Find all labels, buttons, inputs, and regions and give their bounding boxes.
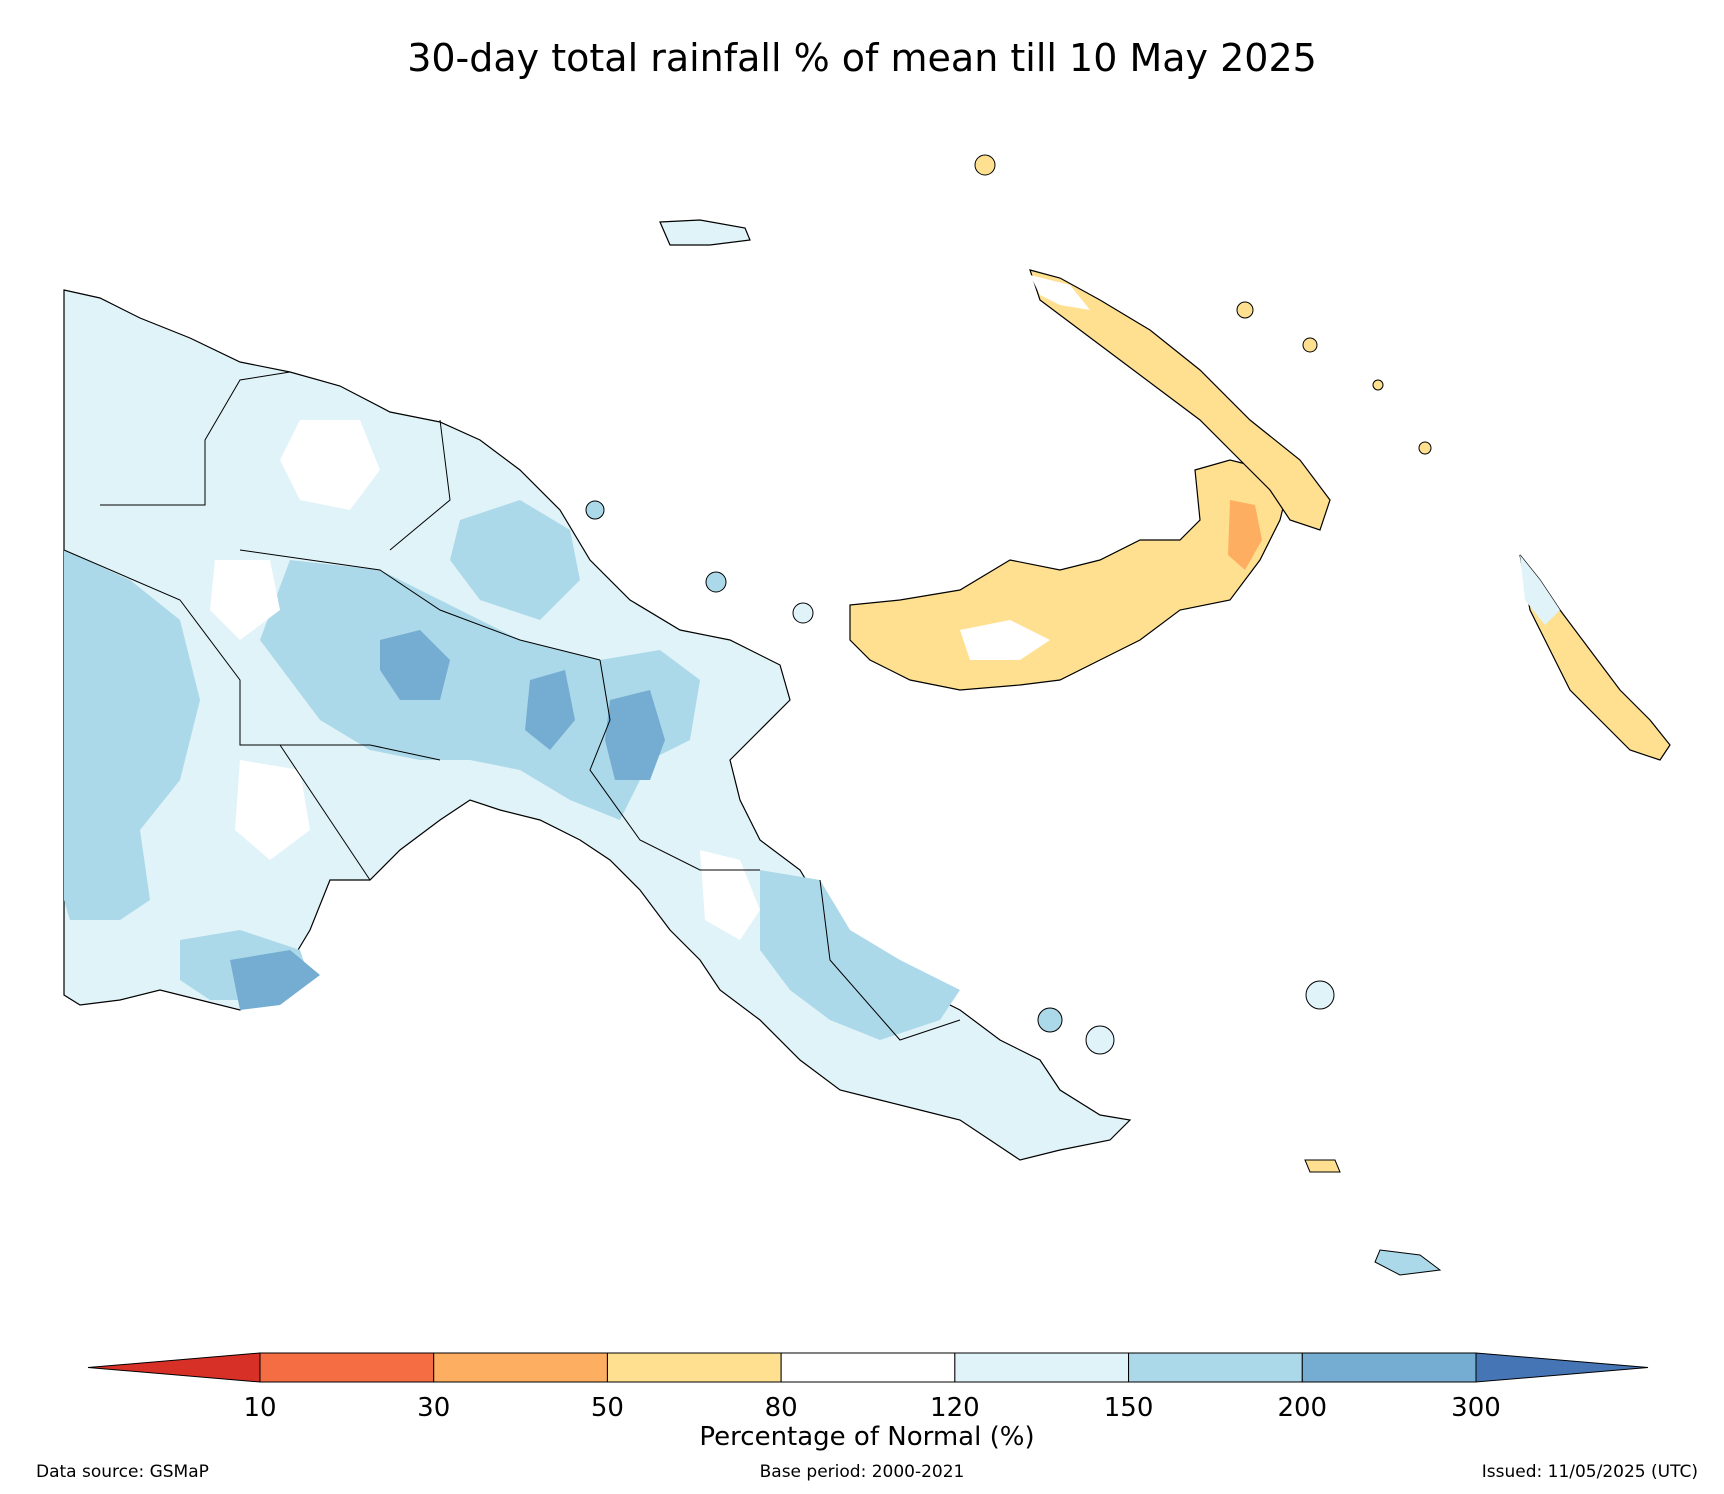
new-ireland-white-zone <box>1030 275 1090 310</box>
manus-island <box>659 219 751 246</box>
new-britain-30-50-zone <box>1228 500 1262 570</box>
colorbar-tick-label: 300 <box>1451 1393 1501 1423</box>
umboi-island <box>792 602 814 624</box>
colorbar-bin <box>954 1352 1130 1383</box>
bougainville-north-zone <box>1520 555 1560 625</box>
colorbar <box>87 1352 1649 1383</box>
sudest-island <box>1304 1159 1341 1173</box>
colorbar-tick-label: 80 <box>765 1393 798 1423</box>
goodenough-island <box>1037 1007 1063 1033</box>
new-britain-white-zone <box>960 620 1050 660</box>
colorbar-bin <box>259 1352 435 1383</box>
zone-150-200-west <box>64 550 200 920</box>
lihir-island <box>1236 301 1254 319</box>
zone-80-120-d <box>235 760 310 860</box>
zone-150-200-east <box>760 870 960 1040</box>
colorbar-bin <box>606 1352 782 1383</box>
colorbar-ticks: 10 30 50 80 120 150 200 300 <box>243 1393 1500 1423</box>
colorbar-label: Percentage of Normal (%) <box>699 1422 1034 1452</box>
colorbar-extension-high <box>1475 1352 1649 1383</box>
zone-200-300-a <box>380 630 450 700</box>
colorbar-bin <box>1301 1352 1477 1383</box>
karkar-island <box>585 500 605 520</box>
zone-200-300-b <box>605 690 665 780</box>
new-britain-island <box>849 459 1291 691</box>
colorbar-tick-label: 10 <box>243 1393 276 1423</box>
tabar-island <box>1302 337 1318 353</box>
feni-island <box>1418 441 1432 455</box>
zone-200-300-c <box>525 670 575 750</box>
base-period: Base period: 2000-2021 <box>759 1462 965 1482</box>
new-ireland-island <box>1029 269 1331 531</box>
colorbar-tick-label: 30 <box>417 1393 450 1423</box>
colorbar-tick-label: 50 <box>591 1393 624 1423</box>
rossel-island <box>1374 1249 1442 1276</box>
map-title: 30-day total rainfall % of mean till 10 … <box>407 36 1317 80</box>
colorbar-tick-label: 150 <box>1104 1393 1154 1423</box>
zone-80-120-a <box>280 420 380 510</box>
colorbar-bin <box>780 1352 956 1383</box>
colorbar-tick-label: 120 <box>930 1393 980 1423</box>
zone-80-120-c <box>700 850 760 940</box>
data-source: Data source: GSMaP <box>36 1462 209 1482</box>
zone-200-300-d <box>230 950 320 1010</box>
zone-80-120-b <box>210 560 280 640</box>
colorbar-extension-low <box>87 1352 261 1383</box>
fergusson-island <box>1085 1025 1115 1055</box>
tanga-island <box>1372 379 1384 391</box>
issued-date: Issued: 11/05/2025 (UTC) <box>1481 1462 1698 1482</box>
colorbar-tick-label: 200 <box>1277 1393 1327 1423</box>
long-island <box>705 571 727 593</box>
zone-150-200-north <box>450 500 580 620</box>
mussau-island <box>974 154 996 176</box>
colorbar-bin <box>433 1352 608 1383</box>
province-boundaries <box>63 371 961 1041</box>
zone-150-200-highlands <box>260 560 700 820</box>
woodlark-island <box>1305 980 1335 1010</box>
colorbar-bin <box>1128 1352 1303 1383</box>
